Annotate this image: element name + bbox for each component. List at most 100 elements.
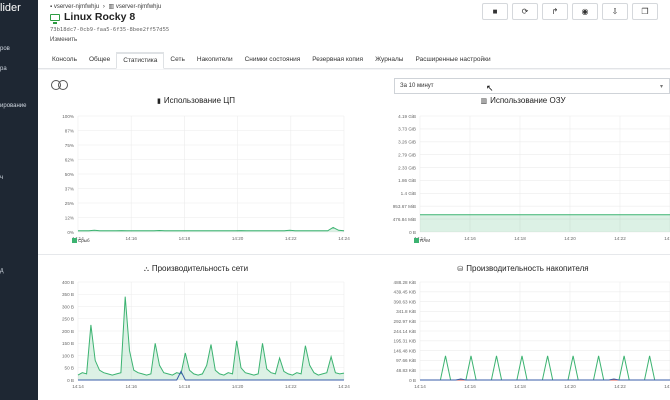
time-range-select[interactable]: За 10 минут ▾ bbox=[394, 78, 670, 94]
series-area bbox=[78, 227, 344, 232]
y-tick-label: 146.48 KiB bbox=[394, 348, 416, 353]
y-tick-label: 195.31 KiB bbox=[394, 339, 416, 344]
x-tick-label: 14:20 bbox=[232, 384, 244, 389]
chart-legend[interactable]: Срыб bbox=[72, 238, 90, 243]
stop-icon: ■ bbox=[492, 7, 498, 16]
y-tick-label: 50 B bbox=[65, 366, 74, 371]
x-tick-label: 14:24 bbox=[664, 236, 670, 241]
cpu-usage-chart: ▮ Использование ЦП 100% 87% 75% 62% 50% 37% 25%… bbox=[38, 96, 354, 254]
y-tick-label: 3.73 GiB bbox=[398, 127, 416, 132]
y-tick-label: 97.66 KiB bbox=[396, 358, 416, 363]
tab-general[interactable]: Общее bbox=[88, 56, 111, 63]
monitor-icon bbox=[50, 13, 60, 24]
network-chart-svg: 400 B 350 B 300 B 250 B 200 B 150 B 100 B 50 B 0… bbox=[62, 280, 350, 389]
chevron-down-icon: ▾ bbox=[659, 84, 663, 90]
sidebar-item[interactable]: ра bbox=[0, 66, 7, 72]
x-tick-label: 14:14 bbox=[414, 384, 426, 389]
y-tick-label: 87% bbox=[65, 128, 74, 133]
y-tick-label: 439.45 KiB bbox=[394, 290, 416, 295]
x-tick-label: 14:22 bbox=[285, 384, 297, 389]
x-tick-label: 14:16 bbox=[125, 236, 137, 241]
y-tick-label: 200 B bbox=[62, 329, 74, 334]
tab-statistics[interactable]: Статистика bbox=[116, 52, 165, 69]
y-tick-label: 62% bbox=[65, 157, 74, 162]
x-tick-label: 14:14 bbox=[72, 384, 84, 389]
download-button[interactable]: ⇩ bbox=[602, 3, 628, 20]
rename-link[interactable]: Изменить bbox=[50, 37, 78, 43]
sidebar-item[interactable]: ров bbox=[0, 46, 10, 52]
network-icon: ⛬ bbox=[143, 266, 149, 273]
brand-logo: lider bbox=[0, 2, 21, 14]
divider bbox=[38, 254, 670, 255]
redirect-button[interactable]: ↱ bbox=[542, 3, 568, 20]
restart-icon: ⟳ bbox=[521, 7, 529, 16]
chart-title: ⛁ Производительность накопителя bbox=[457, 264, 589, 273]
compare-toggle-icon[interactable] bbox=[51, 80, 69, 90]
chart-title: ⛬ Производительность сети bbox=[143, 264, 249, 273]
x-tick-label: 14:24 bbox=[338, 236, 350, 241]
time-range-value: За 10 минут bbox=[400, 83, 434, 89]
sidebar-item[interactable]: ирование bbox=[0, 103, 27, 109]
y-tick-label: 50% bbox=[65, 172, 74, 177]
sidebar-item[interactable]: ч bbox=[0, 175, 4, 181]
x-tick-label: 14:24 bbox=[338, 384, 350, 389]
tab-snapshots[interactable]: Снимки состояния bbox=[244, 56, 301, 63]
y-tick-label: 0% bbox=[67, 230, 74, 235]
y-tick-label: 100% bbox=[62, 114, 74, 119]
ram-usage-chart: ▥ Использование ОЗУ 4.19 GiB 3.73 GiB 3.26 … bbox=[376, 96, 670, 254]
x-tick-label: 14:22 bbox=[285, 236, 297, 241]
y-tick-label: 350 B bbox=[62, 292, 74, 297]
x-tick-label: 14:22 bbox=[614, 236, 626, 241]
stop-button[interactable]: ■ bbox=[482, 3, 508, 20]
breadcrumb-item[interactable]: vserver-njmfwhju bbox=[53, 4, 100, 10]
x-tick-label: 14:18 bbox=[514, 236, 526, 241]
x-tick-label: 14:18 bbox=[179, 384, 191, 389]
tab-storage[interactable]: Накопители bbox=[196, 56, 233, 63]
x-tick-label: 14:14 bbox=[72, 236, 84, 241]
chart-legend[interactable]: RAM bbox=[414, 238, 430, 243]
x-tick-label: 14:14 bbox=[414, 236, 426, 241]
tab-bar: Консоль Общее Статистика Сеть Накопители… bbox=[38, 52, 670, 69]
series-line bbox=[77, 296, 345, 376]
cpu-chart-svg: 100% 87% 75% 62% 50% 37% 25% 12% 0%14:14 14:16 14:… bbox=[62, 114, 350, 241]
breadcrumb-item[interactable]: vserver-njmfwhju bbox=[115, 4, 162, 10]
y-tick-label: 250 B bbox=[62, 317, 74, 322]
y-tick-label: 953.67 MiB bbox=[393, 204, 416, 209]
download-icon: ⇩ bbox=[611, 7, 619, 16]
y-tick-label: 37% bbox=[65, 186, 74, 191]
snapshot-button[interactable]: ◉ bbox=[572, 3, 598, 20]
breadcrumb: ▪ vserver-njmfwhju › ▥ vserver-njmfwhju bbox=[50, 3, 161, 10]
x-tick-label: 14:20 bbox=[564, 236, 576, 241]
tab-logs[interactable]: Журналы bbox=[375, 56, 404, 63]
x-tick-label: 14:16 bbox=[464, 384, 476, 389]
x-tick-label: 14:18 bbox=[514, 384, 526, 389]
y-tick-label: 1.4 GiB bbox=[401, 191, 416, 196]
tab-backup[interactable]: Резервная копия bbox=[312, 56, 364, 63]
x-tick-label: 14:24 bbox=[664, 384, 670, 389]
tab-console[interactable]: Консоль bbox=[52, 56, 77, 63]
y-tick-label: 300 B bbox=[62, 304, 74, 309]
statistics-content: За 10 минут ▾ ▮ Использование ЦП 100% 87% 7… bbox=[38, 70, 670, 400]
series-line bbox=[420, 378, 670, 381]
x-tick-label: 14:20 bbox=[232, 236, 244, 241]
x-tick-label: 14:20 bbox=[564, 384, 576, 389]
x-tick-label: 14:22 bbox=[614, 384, 626, 389]
chart-title: ▮ Использование ЦП bbox=[157, 96, 235, 105]
tab-network[interactable]: Сеть bbox=[170, 56, 185, 63]
cpu-icon: ▮ bbox=[157, 98, 161, 105]
series-line bbox=[78, 226, 345, 232]
y-tick-label: 3.26 GiB bbox=[398, 140, 416, 145]
tab-advanced[interactable]: Расширенные настройки bbox=[415, 56, 491, 63]
restart-button[interactable]: ⟳ bbox=[512, 3, 538, 20]
y-tick-label: 100 B bbox=[62, 353, 74, 358]
copy-button[interactable]: ❐ bbox=[632, 3, 658, 20]
chart-title: ▥ Использование ОЗУ bbox=[480, 96, 566, 105]
y-tick-label: 341.8 KiB bbox=[396, 309, 416, 314]
sidebar-item[interactable]: д bbox=[0, 268, 4, 274]
breadcrumb-separator-icon: › bbox=[102, 4, 105, 10]
storage-chart-svg: 488.28 KiB 439.45 KiB 390.63 KiB 341.8 KiB 2… bbox=[394, 280, 670, 389]
y-tick-label: 244.14 KiB bbox=[394, 329, 416, 334]
y-tick-label: 0 B bbox=[409, 378, 416, 383]
y-tick-label: 2.79 GiB bbox=[398, 152, 416, 157]
y-tick-label: 476.84 MiB bbox=[393, 217, 416, 222]
